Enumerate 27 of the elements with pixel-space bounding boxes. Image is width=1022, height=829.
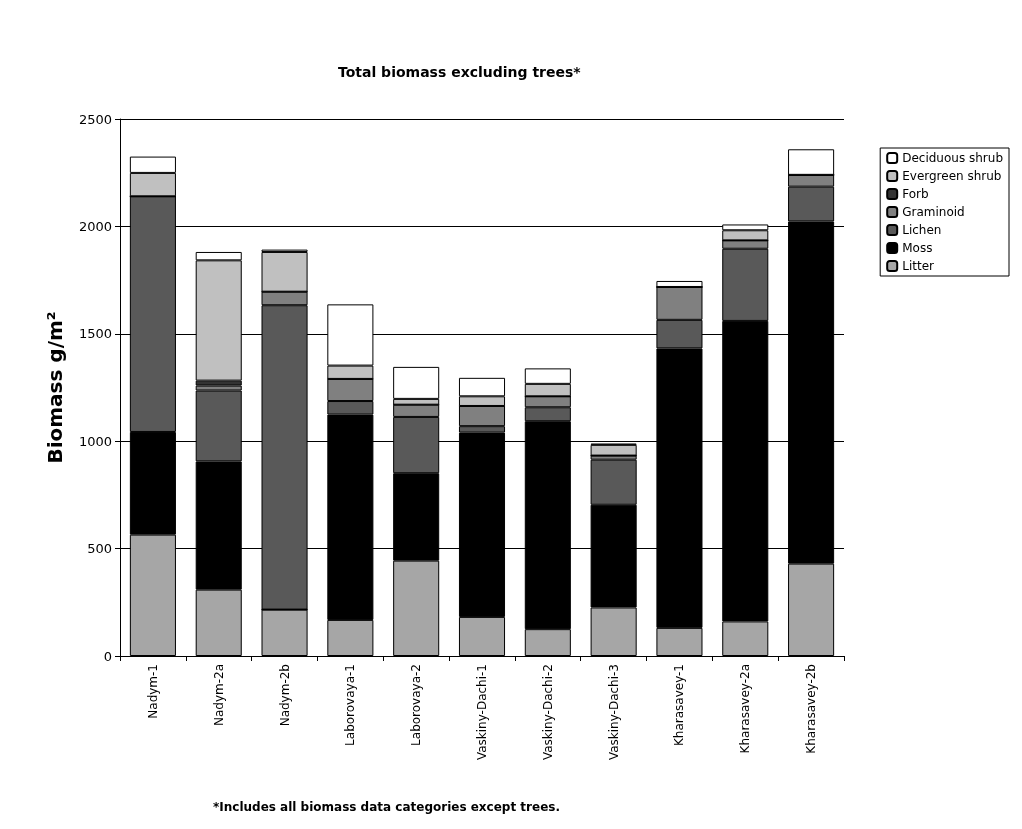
x-tick-label: Nadym-1: [145, 664, 160, 719]
x-tick-label: Vaskiny-Dachi-1: [475, 664, 489, 761]
x-tick-label: Kharasavey-2b: [804, 664, 819, 754]
legend-label: Evergreen shrub: [902, 169, 1002, 183]
y-tick-label: 1500: [78, 326, 112, 342]
legend-label: Litter: [902, 259, 935, 273]
y-tick-label: 2500: [78, 111, 112, 127]
y-axis-title: Biomass g/m²: [43, 311, 67, 464]
legend-label: Forb: [902, 187, 929, 201]
x-tick-label: Kharasavey-1: [672, 664, 687, 747]
legend-label: Lichen: [902, 223, 942, 237]
x-tick-label: Laborovaya-2: [409, 664, 424, 746]
y-tick-label: 500: [87, 541, 112, 557]
x-tick-label: Vaskiny-Dachi-3: [606, 664, 621, 761]
y-tick-label: 2000: [78, 218, 112, 234]
y-tick-label: 1000: [78, 433, 112, 449]
x-tick-label: Nadym-2a: [211, 664, 226, 727]
text: *Includes all biomass data categories except trees.: [213, 800, 560, 814]
x-tick-label: Kharasavey-2a: [738, 664, 753, 754]
x-tick-label: Laborovaya-1: [343, 664, 358, 746]
legend-label: Graminoid: [902, 205, 965, 219]
x-tick-label: Nadym-2b: [277, 664, 292, 727]
x-tick-label: Vaskiny-Dachi-2: [540, 664, 555, 761]
legend-label: Moss: [902, 241, 933, 255]
y-tick-label: 0: [103, 648, 112, 664]
legend-label: Deciduous shrub: [902, 151, 1004, 165]
chart-title: Total biomass excluding trees*: [338, 64, 582, 80]
